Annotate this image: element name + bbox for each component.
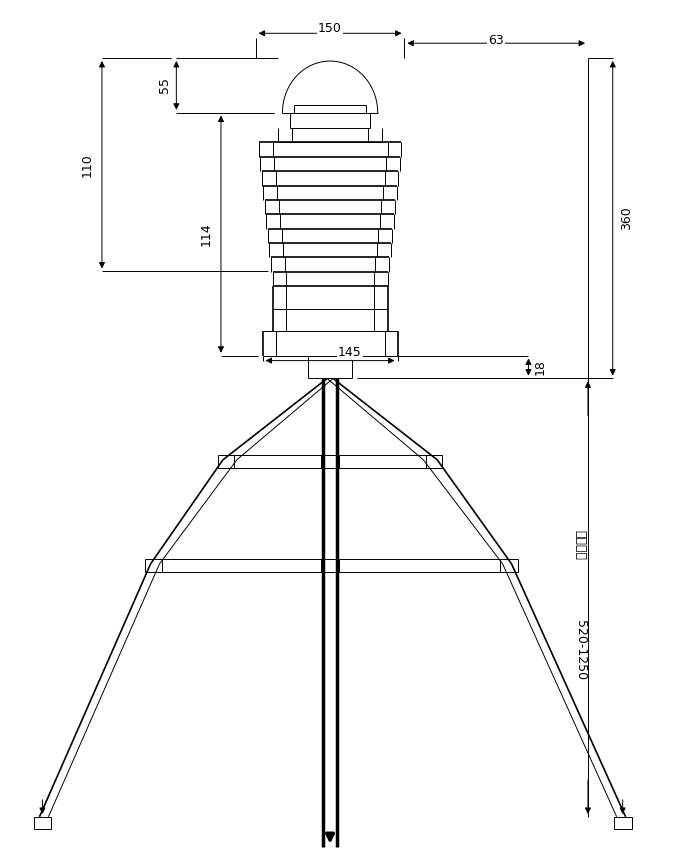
Bar (218, 454, 234, 467)
Text: 520-1250: 520-1250 (574, 620, 586, 680)
Bar (33, 816, 52, 829)
Text: 110: 110 (81, 153, 94, 176)
Bar (321, 559, 339, 572)
Text: 150: 150 (318, 22, 342, 35)
Text: 55: 55 (158, 78, 171, 93)
Text: 伸缩范围: 伸缩范围 (574, 530, 586, 560)
Bar (614, 816, 632, 829)
Bar (500, 559, 517, 572)
Bar (321, 454, 339, 467)
Text: 114: 114 (199, 222, 213, 246)
Text: 360: 360 (620, 206, 633, 230)
Text: 63: 63 (488, 34, 504, 47)
Text: 145: 145 (338, 346, 362, 359)
Text: 18: 18 (534, 359, 547, 375)
Bar (426, 454, 442, 467)
Bar (144, 559, 163, 572)
